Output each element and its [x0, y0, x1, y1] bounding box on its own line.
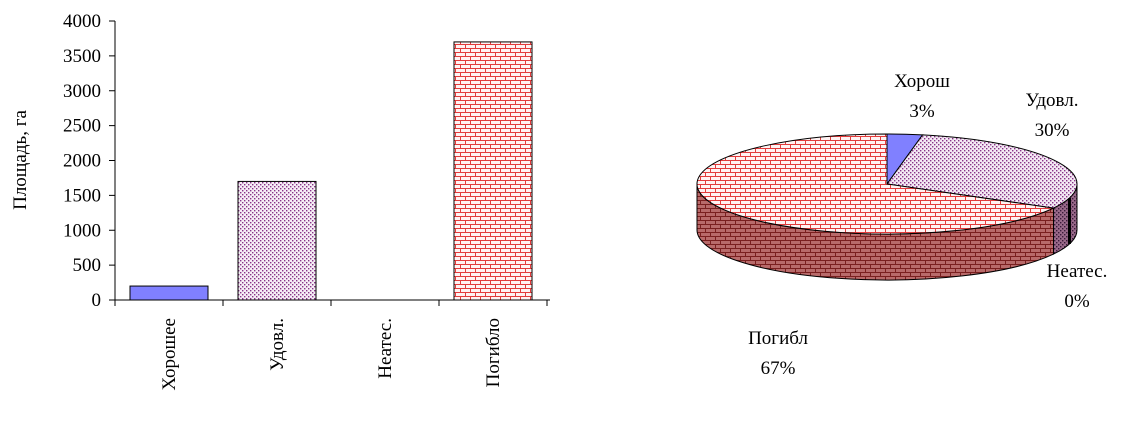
bar-0: [129, 285, 209, 301]
bar-3: [453, 41, 533, 301]
y-tick-label: 500: [73, 255, 102, 276]
y-tick-label: 1000: [63, 220, 101, 241]
pie-label-percent: 0%: [1064, 291, 1090, 312]
x-tick-label: Удовл.: [267, 318, 288, 371]
y-tick-label: 2000: [63, 151, 101, 172]
pie-label-percent: 30%: [1035, 120, 1070, 141]
x-tick-label: Погибло: [483, 318, 504, 387]
y-axis-title: Площадь, га: [10, 110, 31, 210]
pie-chart: Хорош 3% Удовл. 30% Неатес. 0% Погибл 67%: [696, 71, 1107, 379]
pie-label-percent: 3%: [909, 101, 935, 122]
bar-1: [237, 180, 317, 301]
y-tick-label: 4000: [63, 11, 101, 32]
x-tick-label: Неатес.: [375, 318, 396, 379]
x-axis-labels: Хорошее Удовл. Неатес. Погибло: [159, 318, 504, 391]
y-tick-label: 0: [92, 290, 102, 311]
pie-label-name: Хорош: [894, 71, 950, 92]
y-tick-label: 3500: [63, 46, 101, 67]
bar-chart: Площадь, га 0 500 1000 1500 2000 2500 3000 3500…: [10, 11, 550, 391]
x-tick-label: Хорошее: [159, 318, 180, 391]
bar-series: [129, 41, 533, 301]
pie-label-name: Погибл: [748, 328, 808, 349]
pie-label-name: Неатес.: [1047, 261, 1108, 282]
y-tick-label: 2500: [63, 116, 101, 137]
y-tick-label: 1500: [63, 185, 101, 206]
pie-slice-3: [696, 133, 1056, 235]
pie-labels: Хорош 3% Удовл. 30% Неатес. 0% Погибл 67%: [748, 71, 1107, 379]
y-tick-label: 3000: [63, 81, 101, 102]
pie-top-slices: [696, 133, 1078, 235]
y-axis: 0 500 1000 1500 2000 2500 3000 3500 4000: [63, 11, 116, 311]
pie-label-percent: 67%: [761, 358, 796, 379]
pie-slice-1: [886, 134, 1078, 209]
x-axis-ticks: [114, 300, 548, 306]
pie-label-name: Удовл.: [1026, 90, 1079, 111]
